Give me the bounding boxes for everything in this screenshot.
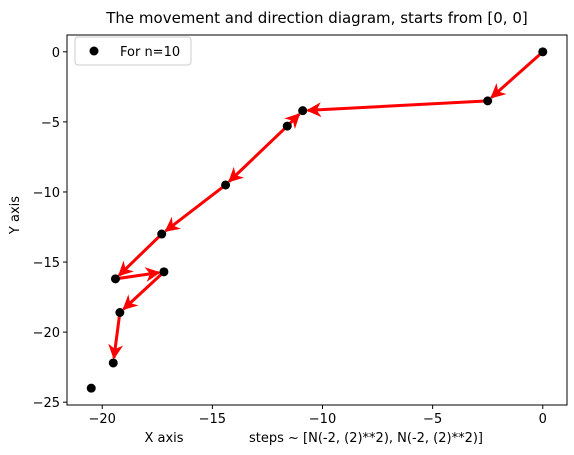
x-axis-ticks: −20 −15 −10 −5 0	[89, 405, 547, 427]
direction-arrow	[115, 267, 161, 282]
y-tick-label: −15	[33, 256, 60, 271]
direction-arrow	[490, 50, 544, 99]
chart-title: The movement and direction diagram, star…	[105, 9, 527, 27]
legend: For n=10	[74, 36, 192, 66]
direction-arrow	[228, 125, 289, 183]
direction-arrow	[108, 312, 124, 360]
y-axis-ticks: 0 −5 −10 −15 −20 −25	[33, 46, 67, 411]
data-point	[159, 267, 169, 277]
legend-box	[74, 36, 192, 66]
y-axis-label: Y axis	[8, 196, 23, 235]
plot-frame	[66, 34, 568, 406]
direction-arrow	[164, 183, 227, 233]
data-point	[483, 96, 493, 106]
position-points	[86, 47, 548, 393]
x-axis-note: steps ~ [N(-2, (2)**2), N(-2, (2)**2)]	[249, 431, 483, 446]
data-point	[221, 180, 231, 190]
data-point	[115, 308, 125, 317]
x-tick-label: −5	[423, 412, 442, 427]
data-point	[298, 106, 308, 116]
y-tick-label: 0	[52, 46, 60, 61]
legend-label: For n=10	[120, 45, 180, 60]
direction-arrow	[117, 232, 163, 277]
direction-arrow	[122, 270, 165, 311]
data-point	[157, 229, 167, 239]
legend-marker	[89, 46, 99, 56]
x-tick-label: −15	[199, 412, 226, 427]
y-tick-label: −5	[41, 116, 60, 131]
direction-arrows	[108, 50, 544, 360]
data-point	[108, 358, 118, 368]
data-point	[282, 121, 292, 131]
y-tick-label: −10	[33, 186, 60, 201]
direction-arrow	[306, 99, 488, 118]
y-tick-label: −25	[33, 396, 60, 411]
y-tick-label: −20	[33, 326, 60, 341]
data-point	[86, 383, 96, 393]
data-point	[538, 47, 548, 57]
data-point	[110, 274, 120, 284]
x-tick-label: −10	[309, 412, 336, 427]
x-axis-label: X axis	[144, 431, 183, 446]
x-tick-label: 0	[539, 412, 547, 427]
x-tick-label: −20	[89, 412, 116, 427]
